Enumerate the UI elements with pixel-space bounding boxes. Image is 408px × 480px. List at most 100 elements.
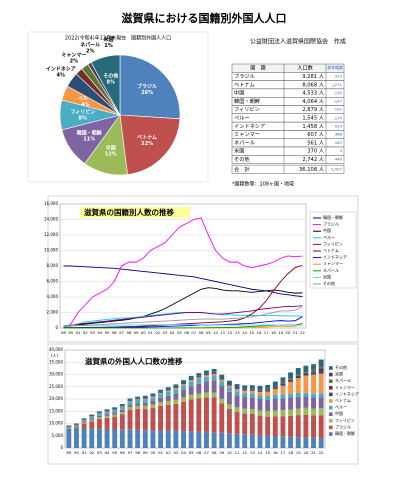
bar-segment (89, 418, 95, 420)
x-tick-label: 05 (189, 450, 194, 455)
bar-segment (150, 430, 156, 448)
bar-segment (257, 399, 263, 411)
y-tick-label: 16,000 (44, 201, 58, 206)
table-cell: ミャンマー (234, 131, 260, 138)
bar-segment (74, 424, 79, 425)
bar-segment (280, 381, 286, 383)
pie-label: ミャンマー (61, 53, 86, 59)
bar-segment (318, 373, 324, 394)
bar-segment (226, 380, 232, 384)
bar-segment (288, 378, 294, 380)
x-tick-label: 12 (228, 330, 233, 335)
bar-segment (249, 390, 255, 394)
bar-segment (135, 398, 141, 400)
y-tick-label: 10,000 (49, 421, 63, 426)
bar-segment (288, 372, 294, 378)
bar-segment (204, 375, 209, 377)
bar-segment (204, 376, 209, 382)
y-tick-label: 6,000 (47, 279, 59, 284)
bar-segment (119, 405, 125, 407)
bar-segment (104, 414, 110, 416)
bar-segment (265, 435, 271, 448)
bar-segment (112, 416, 118, 430)
table-cell: フィリピン (234, 106, 260, 113)
y-tick-label: 30,000 (49, 372, 63, 377)
bar-segment (288, 377, 294, 379)
bar-segment (188, 399, 194, 432)
bar-segment (311, 364, 316, 370)
y-tick-label: 0 (60, 445, 63, 450)
table-cell: 607 人 (307, 131, 324, 138)
x-tick-label: 17 (264, 330, 269, 335)
bar-segment (257, 391, 263, 396)
x-tick-label: 93 (90, 330, 95, 335)
bar-segment (204, 374, 209, 376)
bar-segment (150, 393, 156, 396)
bar-segment (311, 370, 316, 372)
bar-segment (211, 373, 217, 376)
bar-segment (265, 416, 271, 436)
legend-label: ブラジル (335, 423, 351, 429)
bar-segment (280, 394, 286, 399)
y-tick-label: 40,000 (49, 347, 63, 352)
bar-segment (127, 399, 133, 401)
bar-segment (96, 413, 102, 416)
x-tick-label: 19 (296, 450, 301, 455)
legend-label: ミャンマー (323, 261, 343, 266)
pie-label: フィリピン (70, 109, 95, 116)
table-cell: 4,064 人 (302, 98, 324, 105)
bar-segment (295, 396, 301, 409)
x-tick-label: 08 (212, 450, 217, 455)
page-title: 滋賀県における国籍別外国人人口 (122, 11, 287, 25)
x-tick-label: 00 (151, 450, 156, 455)
legend-label: インドネシア (323, 254, 347, 260)
bar-segment (196, 375, 202, 377)
x-tick-label: 96 (120, 450, 125, 455)
bar-segment (127, 429, 133, 448)
bar-segment (211, 371, 217, 373)
table-cell: △47 (334, 98, 342, 103)
bar-segment (249, 397, 255, 410)
legend-swatch (329, 392, 333, 397)
bar-segment (288, 379, 294, 382)
x-tick-label: 08 (199, 330, 204, 335)
bar-segment (142, 395, 148, 398)
bar-segment (119, 406, 125, 410)
pie-slice (119, 54, 181, 120)
bar-segment (272, 385, 278, 387)
bar-segment (280, 385, 286, 395)
legend-swatch (329, 405, 333, 410)
bar-segment (173, 386, 179, 388)
table-cell: △40 (334, 90, 342, 95)
bar-segment (226, 433, 232, 448)
bar-segment (272, 381, 278, 386)
pie-value-label: 2% (86, 49, 95, 55)
bar-segment (173, 430, 179, 448)
bar-segment (249, 393, 255, 398)
x-tick-label: 92 (83, 330, 88, 335)
table-cell: 1,458 人 (302, 123, 324, 130)
y-axis-label: (人) (51, 353, 59, 358)
table-cell: 9,281 人 (302, 73, 324, 80)
bar-segment (112, 408, 118, 410)
bar-segment (135, 429, 141, 448)
bar-segment (295, 373, 301, 375)
x-tick-label: 11 (220, 330, 225, 335)
series-line (63, 324, 303, 327)
bar-segment (173, 388, 179, 390)
x-tick-label: 16 (257, 330, 262, 335)
y-tick-label: 4,000 (47, 294, 59, 299)
x-tick-label: 09 (206, 330, 211, 335)
bar-segment (165, 395, 171, 401)
y-tick-label: 35,000 (49, 359, 63, 364)
x-tick-label: 20 (285, 330, 290, 335)
bar-segment (204, 431, 209, 448)
bar-segment (311, 369, 316, 371)
series-line (63, 306, 303, 327)
pie-slice (119, 114, 181, 175)
bar-segment (165, 389, 171, 391)
bar-segment (318, 368, 324, 371)
bar-segment (150, 408, 156, 431)
bar-segment (249, 413, 255, 435)
bar-segment (311, 415, 316, 438)
